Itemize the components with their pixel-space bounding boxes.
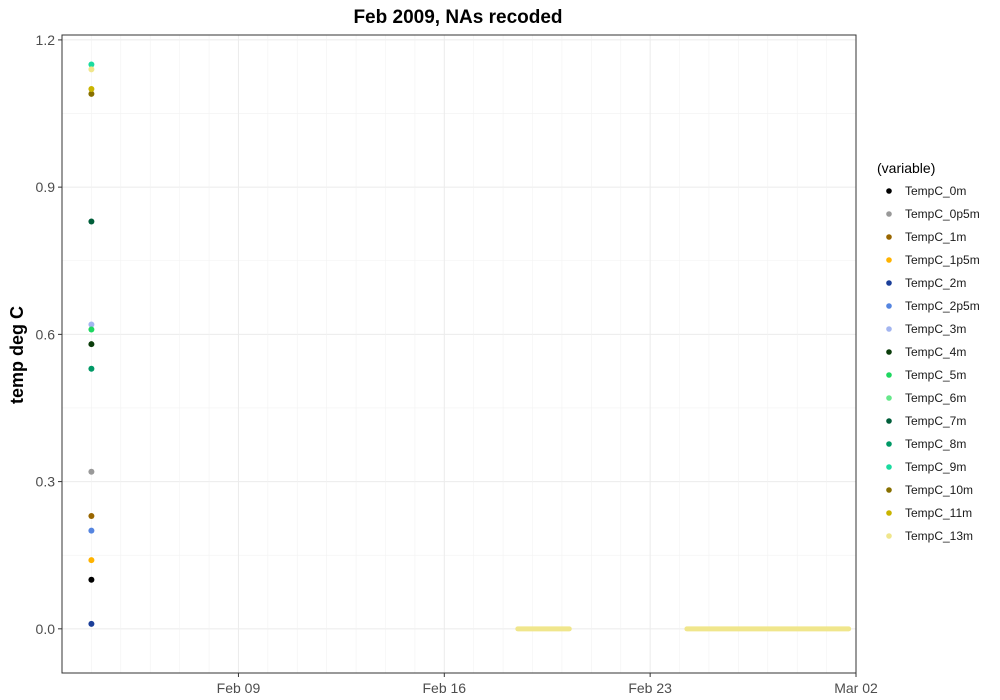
data-marks — [88, 61, 852, 632]
data-point — [88, 326, 95, 333]
chart-title: Feb 2009, NAs recoded — [353, 7, 562, 28]
data-point — [88, 341, 95, 348]
legend-key — [886, 280, 892, 286]
data-point — [88, 365, 95, 372]
legend-label: TempC_2p5m — [905, 299, 980, 313]
legend-label: TempC_3m — [905, 322, 966, 336]
legend-key — [886, 533, 892, 539]
data-point — [88, 66, 95, 73]
legend-key — [886, 234, 892, 240]
y-tick-label: 1.2 — [36, 32, 56, 48]
legend-key — [886, 303, 892, 309]
legend-label: TempC_9m — [905, 460, 966, 474]
legend-label: TempC_7m — [905, 414, 966, 428]
x-tick-label: Feb 09 — [217, 680, 261, 696]
legend-key — [886, 510, 892, 516]
legend-key — [886, 349, 892, 355]
legend-label: TempC_0m — [905, 184, 966, 198]
legend-label: TempC_10m — [905, 483, 973, 497]
legend-key — [886, 487, 892, 493]
data-point — [88, 527, 95, 534]
data-point — [88, 321, 95, 328]
legend-label: TempC_11m — [905, 506, 972, 520]
data-point — [88, 557, 95, 564]
legend-key — [886, 418, 892, 424]
data-point — [88, 85, 95, 92]
y-tick-label: 0.9 — [36, 179, 56, 195]
data-point — [88, 468, 95, 475]
y-tick-label: 0.3 — [36, 474, 56, 490]
data-point — [88, 576, 95, 583]
data-point — [88, 61, 95, 68]
y-axis-label: temp deg C — [7, 306, 27, 404]
data-point — [88, 512, 95, 519]
grid — [61, 35, 857, 673]
legend-key — [886, 211, 892, 217]
legend-key — [886, 441, 892, 447]
legend-key — [886, 464, 892, 470]
x-tick-label: Mar 02 — [834, 680, 878, 696]
y-tick-label: 0.6 — [36, 326, 56, 342]
legend-label: TempC_5m — [905, 368, 966, 382]
legend-key — [886, 257, 892, 263]
legend-label: TempC_4m — [905, 345, 966, 359]
legend-key — [886, 188, 892, 194]
y-tick-label: 0.0 — [36, 621, 56, 637]
legend-key — [886, 372, 892, 378]
legend-label: TempC_1m — [905, 230, 966, 244]
data-point — [88, 90, 95, 97]
plot-panel — [62, 35, 856, 673]
x-tick-label: Feb 23 — [628, 680, 672, 696]
legend-label: TempC_13m — [905, 529, 973, 543]
legend-label: TempC_0p5m — [905, 207, 980, 221]
data-point — [88, 620, 95, 627]
legend-label: TempC_6m — [905, 391, 966, 405]
axes: 0.0 0.3 0.6 0.9 1.2 Feb 09 Feb 16 Feb 23 Mar 02 — [36, 32, 878, 696]
legend-label: TempC_2m — [905, 276, 966, 290]
data-point — [88, 218, 95, 225]
legend: TempC_0m TempC_0p5m TempC_1m TempC_1p5m Temp… — [886, 184, 980, 543]
legend-title: (variable) — [877, 160, 935, 176]
x-tick-label: Feb 16 — [422, 680, 466, 696]
legend-key — [886, 395, 892, 401]
legend-key — [886, 326, 892, 332]
legend-label: TempC_1p5m — [905, 253, 980, 267]
legend-label: TempC_8m — [905, 437, 966, 451]
plot-border — [61, 34, 857, 674]
